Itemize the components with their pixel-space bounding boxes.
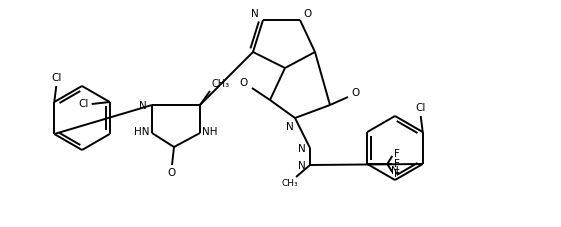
Text: N: N (298, 144, 306, 154)
Text: N: N (298, 161, 306, 171)
Text: O: O (352, 88, 360, 98)
Text: N: N (391, 166, 399, 176)
Text: N: N (251, 9, 259, 19)
Text: N: N (286, 122, 294, 132)
Text: Cl: Cl (79, 99, 89, 109)
Text: N: N (139, 101, 147, 111)
Text: Cl: Cl (416, 103, 426, 113)
Text: Cl: Cl (51, 73, 62, 83)
Text: O: O (240, 78, 248, 88)
Text: O: O (304, 9, 312, 19)
Text: F: F (394, 149, 400, 159)
Text: CH₃: CH₃ (282, 178, 298, 188)
Text: O: O (168, 168, 176, 178)
Text: NH: NH (203, 127, 218, 137)
Text: F: F (394, 159, 400, 169)
Text: HN: HN (134, 127, 150, 137)
Text: F: F (394, 169, 400, 179)
Text: CH₃: CH₃ (212, 79, 230, 89)
